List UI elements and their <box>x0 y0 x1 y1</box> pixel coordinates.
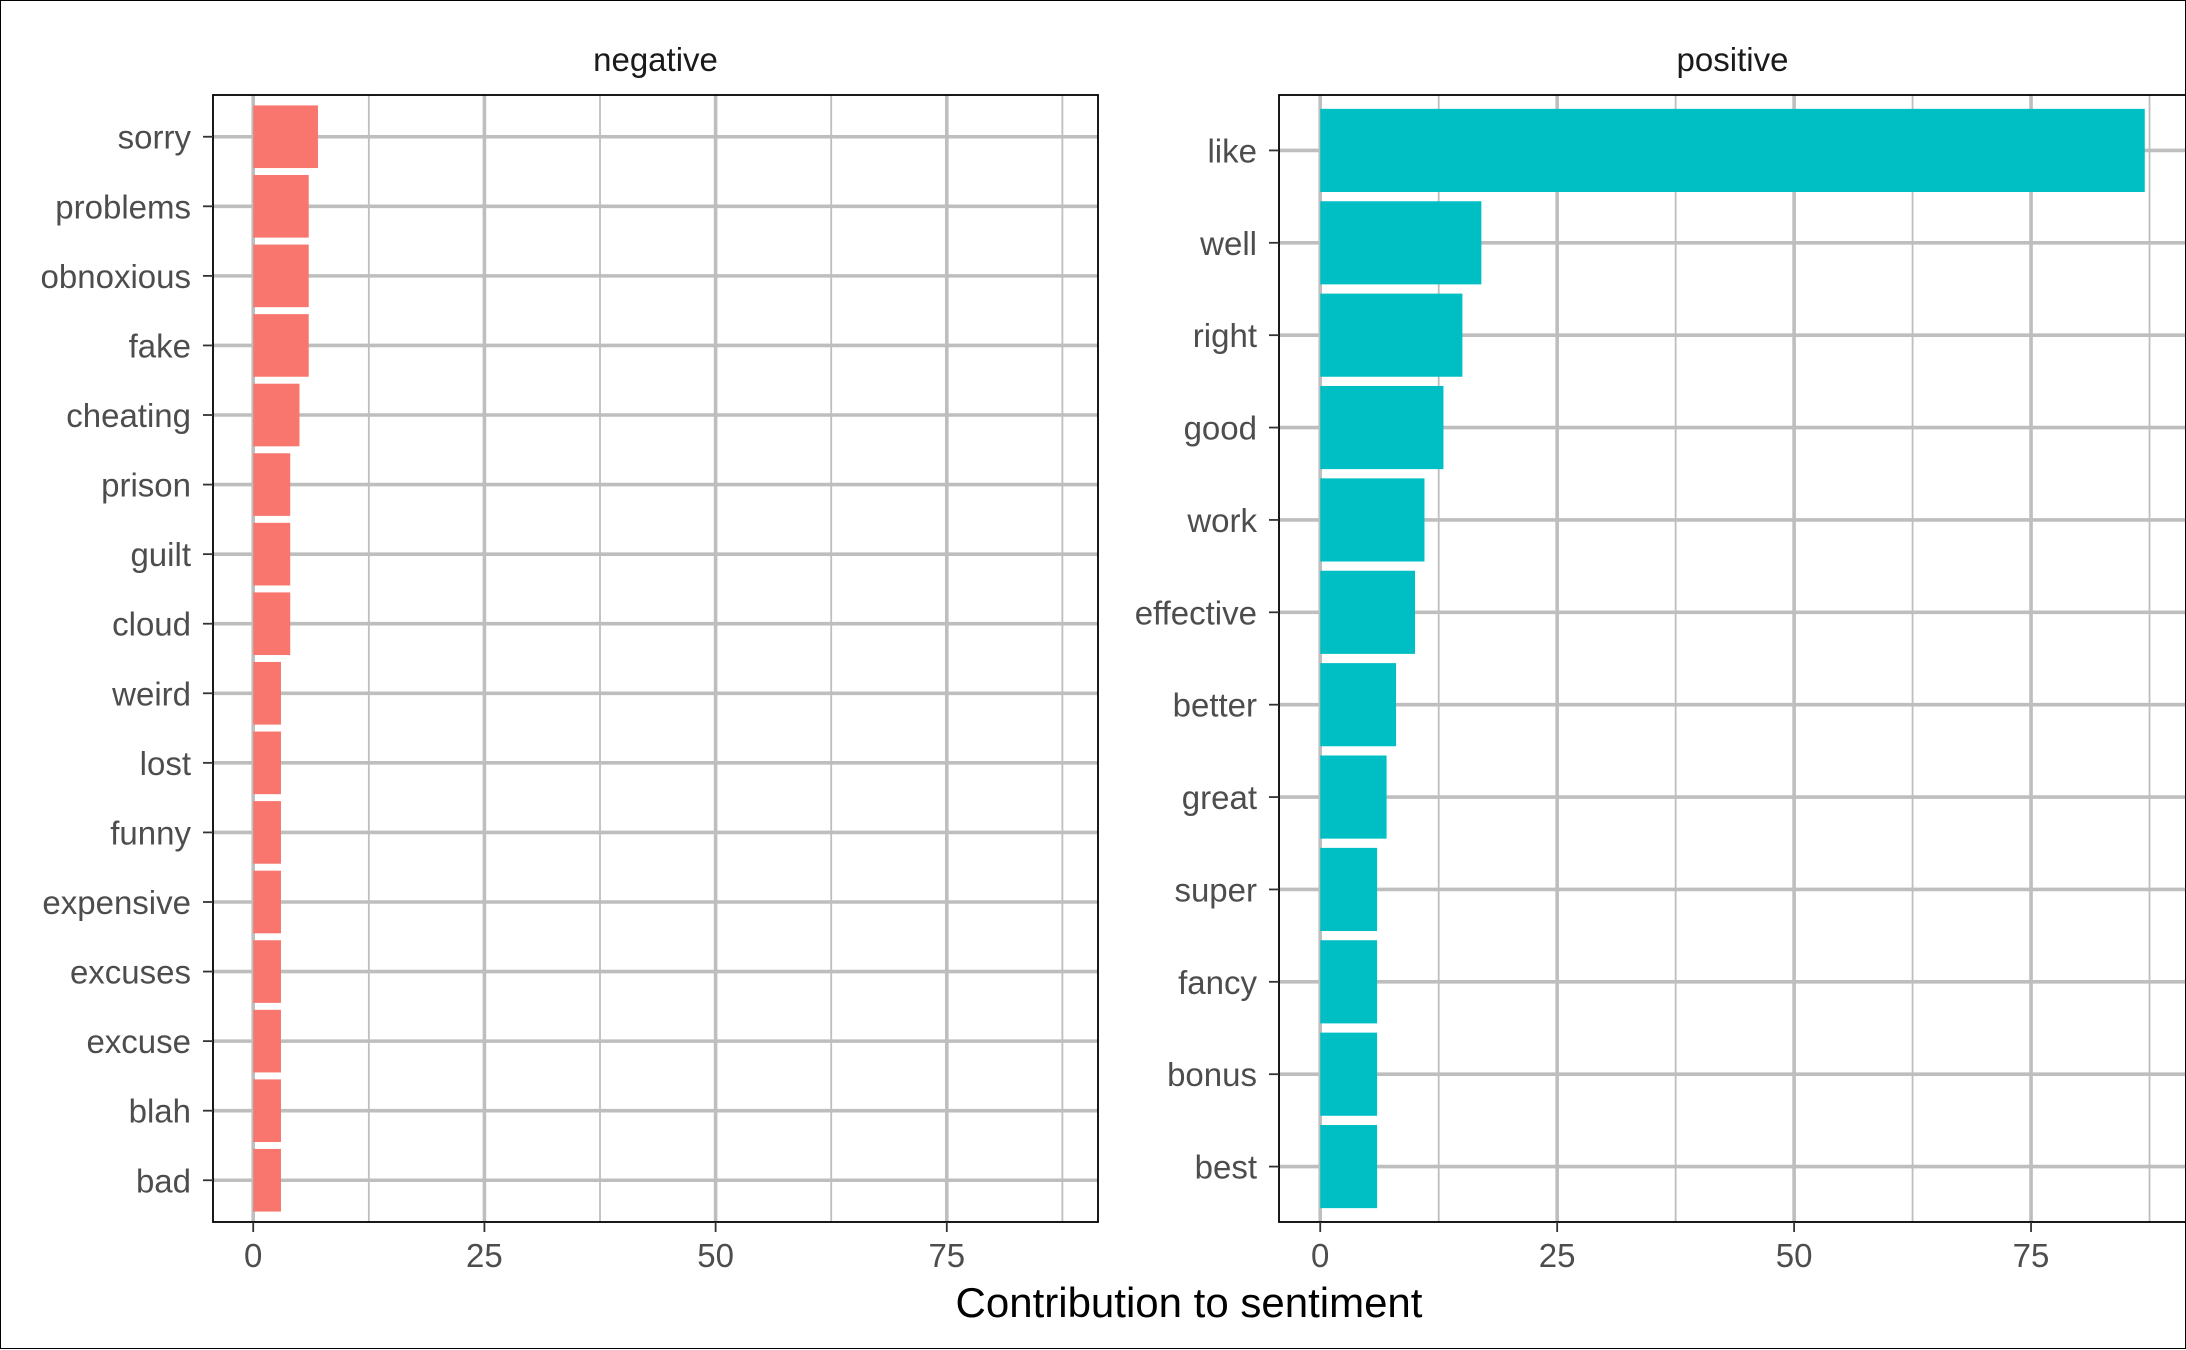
bar-great <box>1320 755 1387 839</box>
bar-like <box>1320 108 2145 192</box>
bar-excuses <box>253 940 281 1003</box>
x-tick-label-negative: 75 <box>928 1237 965 1274</box>
bar-expensive <box>253 870 281 934</box>
category-label-sorry: sorry <box>118 119 192 156</box>
bar-well <box>1320 201 1482 285</box>
bar-lost <box>253 731 281 795</box>
x-tick-label-negative: 50 <box>697 1237 734 1274</box>
category-label-funny: funny <box>110 814 191 851</box>
bar-excuse <box>253 1009 281 1073</box>
facet-positive: like well right good work effective better grea… <box>1135 41 2186 1274</box>
x-tick-label-negative: 0 <box>244 1237 262 1274</box>
bar-super <box>1320 847 1378 932</box>
category-label-well: well <box>1199 225 1257 262</box>
category-label-bonus: bonus <box>1167 1056 1257 1093</box>
bar-funny <box>253 801 281 864</box>
category-label-super: super <box>1174 871 1257 908</box>
category-label-prison: prison <box>101 467 191 504</box>
category-label-blah: blah <box>129 1093 191 1130</box>
x-tick-label-positive: 25 <box>1539 1237 1576 1274</box>
category-label-bad: bad <box>136 1162 191 1199</box>
bar-cloud <box>253 592 291 656</box>
category-label-better: better <box>1173 687 1257 724</box>
category-label-excuses: excuses <box>70 954 191 991</box>
category-label-cloud: cloud <box>112 606 191 643</box>
bar-fancy <box>1320 940 1378 1024</box>
category-label-effective: effective <box>1135 594 1257 631</box>
category-label-excuse: excuse <box>86 1023 191 1060</box>
bar-weird <box>253 661 281 725</box>
bar-blah <box>253 1079 281 1142</box>
category-label-great: great <box>1182 779 1257 816</box>
bar-problems <box>253 175 309 238</box>
facet-title-negative: negative <box>593 41 718 78</box>
x-tick-label-negative: 25 <box>466 1237 503 1274</box>
bar-sorry <box>253 105 318 169</box>
category-label-weird: weird <box>111 675 191 712</box>
category-label-expensive: expensive <box>42 884 191 921</box>
x-tick-label-positive: 50 <box>1776 1237 1813 1274</box>
bar-work <box>1320 478 1425 562</box>
category-label-lost: lost <box>140 745 191 782</box>
category-label-problems: problems <box>55 188 191 225</box>
bar-effective <box>1320 570 1416 654</box>
bar-bonus <box>1320 1032 1378 1116</box>
category-label-work: work <box>1186 502 1257 539</box>
bar-best <box>1320 1125 1378 1209</box>
category-label-right: right <box>1193 317 1257 354</box>
facet-title-positive: positive <box>1677 41 1789 78</box>
facet-negative: sorry problems obnoxious fake cheating prison… <box>41 41 1099 1274</box>
category-label-fake: fake <box>129 327 191 364</box>
category-label-obnoxious: obnoxious <box>41 258 191 295</box>
panel-border-positive <box>1278 94 2186 1223</box>
bar-obnoxious <box>253 244 309 308</box>
bar-good <box>1320 385 1444 470</box>
bar-fake <box>253 314 309 377</box>
category-label-cheating: cheating <box>66 397 191 434</box>
x-tick-label-positive: 75 <box>2013 1237 2050 1274</box>
bar-right <box>1320 293 1463 377</box>
panel-border-negative <box>212 94 1099 1223</box>
x-tick-label-positive: 0 <box>1311 1237 1329 1274</box>
category-label-like: like <box>1207 132 1257 169</box>
x-axis-title: Contribution to sentiment <box>956 1279 1423 1326</box>
category-label-good: good <box>1184 410 1257 447</box>
bar-bad <box>253 1148 281 1212</box>
bar-prison <box>253 453 291 516</box>
category-label-guilt: guilt <box>130 536 191 573</box>
bar-cheating <box>253 383 300 447</box>
category-label-best: best <box>1195 1149 1257 1186</box>
bar-guilt <box>253 522 291 586</box>
category-label-fancy: fancy <box>1178 964 1257 1001</box>
bar-better <box>1320 663 1397 747</box>
